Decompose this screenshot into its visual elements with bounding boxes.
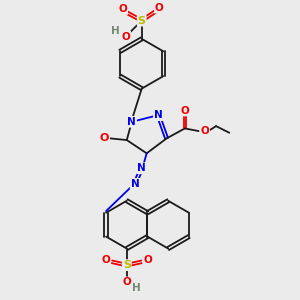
Text: O: O — [122, 32, 130, 41]
Text: H: H — [132, 283, 140, 293]
Text: O: O — [122, 278, 131, 287]
Text: O: O — [118, 4, 127, 14]
Text: O: O — [200, 126, 209, 136]
Text: O: O — [181, 106, 189, 116]
Text: N: N — [131, 179, 140, 189]
Text: N: N — [128, 117, 136, 127]
Text: N: N — [137, 163, 146, 173]
Text: N: N — [154, 110, 163, 120]
Text: O: O — [143, 255, 152, 265]
Text: S: S — [138, 16, 146, 26]
Text: H: H — [111, 26, 119, 36]
Text: S: S — [123, 260, 131, 270]
Text: O: O — [101, 255, 110, 265]
Text: O: O — [100, 133, 109, 143]
Text: O: O — [155, 3, 164, 13]
